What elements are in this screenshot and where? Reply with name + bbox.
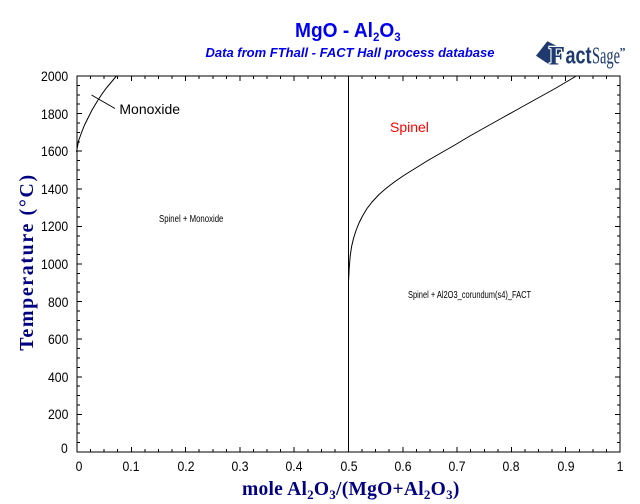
svg-text:F: F	[549, 42, 565, 71]
svg-text:”: ”	[620, 45, 626, 59]
svg-text:act: act	[566, 42, 592, 69]
svg-text:Sage: Sage	[592, 43, 620, 69]
svg-text:F: F	[549, 42, 565, 71]
